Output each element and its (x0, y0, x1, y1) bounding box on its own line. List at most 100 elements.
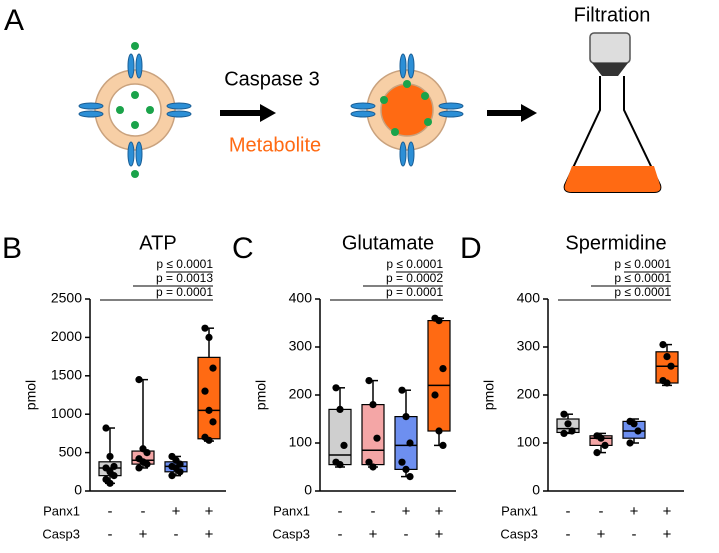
cell-cleaved (350, 53, 464, 167)
group-sign: - (404, 526, 409, 543)
data-point (365, 377, 373, 385)
y-axis-label: pmol (23, 380, 39, 410)
data-point (168, 472, 176, 480)
group-sign: - (174, 526, 179, 543)
group-sign: + (402, 503, 411, 520)
panel-letter: C (232, 232, 254, 265)
y-tick-label: 400 (289, 290, 313, 306)
data-point (634, 427, 642, 435)
y-tick-label: 0 (74, 482, 82, 498)
p-value: p ≤ 0.0001 (156, 257, 213, 271)
flask (563, 32, 662, 193)
data-point (205, 333, 213, 341)
y-tick-label: 0 (304, 482, 312, 498)
y-tick-label: 500 (59, 443, 83, 459)
data-point (143, 449, 151, 457)
product-label: Metabolite (229, 134, 321, 156)
p-value: p ≤ 0.0001 (614, 271, 671, 285)
data-point (667, 362, 675, 370)
group-sign: - (108, 526, 113, 543)
y-tick-label: 1500 (51, 367, 82, 383)
data-point (439, 365, 447, 373)
data-point (435, 317, 443, 325)
panel-letter: D (460, 232, 482, 265)
row-label: Casp3 (500, 526, 538, 541)
chart-title: ATP (139, 232, 176, 254)
arrow (521, 104, 537, 122)
p-value: p ≤ 0.0001 (614, 285, 671, 299)
group-sign: - (566, 503, 571, 520)
group-sign: - (338, 526, 343, 543)
cell-intact (78, 42, 192, 178)
data-point (369, 401, 377, 409)
data-point (209, 418, 217, 426)
group-sign: - (108, 503, 113, 520)
y-tick-label: 2500 (51, 290, 82, 306)
filter-label: Filtration (574, 4, 651, 26)
y-tick-label: 100 (517, 434, 541, 450)
group-sign: + (663, 503, 672, 520)
p-value: p = 0.0013 (156, 271, 213, 285)
data-point (663, 379, 671, 387)
data-point (398, 458, 406, 466)
y-tick-label: 1000 (51, 405, 82, 421)
data-point (205, 436, 213, 444)
data-point (110, 472, 118, 480)
group-sign: + (205, 503, 214, 520)
data-point (373, 434, 381, 442)
y-axis-label: pmol (481, 380, 497, 410)
data-point (431, 391, 439, 399)
data-point (201, 324, 209, 332)
data-point (439, 441, 447, 449)
data-point (593, 449, 601, 457)
group-sign: - (371, 503, 376, 520)
box (361, 404, 385, 466)
p-value: p ≤ 0.0001 (614, 257, 671, 271)
box (328, 408, 352, 466)
data-point (135, 464, 143, 472)
data-point (336, 405, 344, 413)
data-point (406, 439, 414, 447)
data-point (201, 387, 209, 395)
data-point (135, 376, 143, 384)
p-value: p ≤ 0.0001 (386, 257, 443, 271)
data-point (601, 441, 609, 449)
data-point (336, 461, 344, 469)
group-sign: - (338, 503, 343, 520)
group-sign: - (599, 503, 604, 520)
data-point (332, 384, 340, 392)
y-tick-label: 100 (289, 434, 313, 450)
group-sign: + (172, 503, 181, 520)
step-label: Caspase 3 (224, 68, 320, 90)
group-sign: + (369, 526, 378, 543)
y-tick-label: 200 (289, 386, 313, 402)
data-point (402, 413, 410, 421)
group-sign: - (632, 526, 637, 543)
data-point (626, 439, 634, 447)
data-point (106, 479, 114, 487)
p-value: p = 0.0001 (156, 285, 213, 299)
group-sign: + (139, 526, 148, 543)
data-point (106, 452, 114, 461)
p-value: p = 0.0001 (386, 285, 443, 299)
chart-title: Spermidine (565, 232, 666, 254)
data-point (102, 424, 110, 432)
data-point (205, 406, 213, 414)
y-tick-label: 400 (517, 290, 541, 306)
data-point (209, 364, 217, 372)
data-point (398, 386, 406, 394)
box (427, 320, 451, 432)
data-point (435, 427, 443, 435)
panel-letter: B (2, 232, 22, 265)
panel-letter: A (4, 4, 24, 37)
y-tick-label: 300 (289, 338, 313, 354)
data-point (402, 465, 410, 473)
group-sign: + (597, 526, 606, 543)
data-point (663, 353, 671, 361)
group-sign: + (205, 526, 214, 543)
data-point (176, 468, 184, 476)
y-tick-label: 200 (517, 386, 541, 402)
arrow (260, 104, 276, 122)
y-tick-label: 2000 (51, 328, 82, 344)
